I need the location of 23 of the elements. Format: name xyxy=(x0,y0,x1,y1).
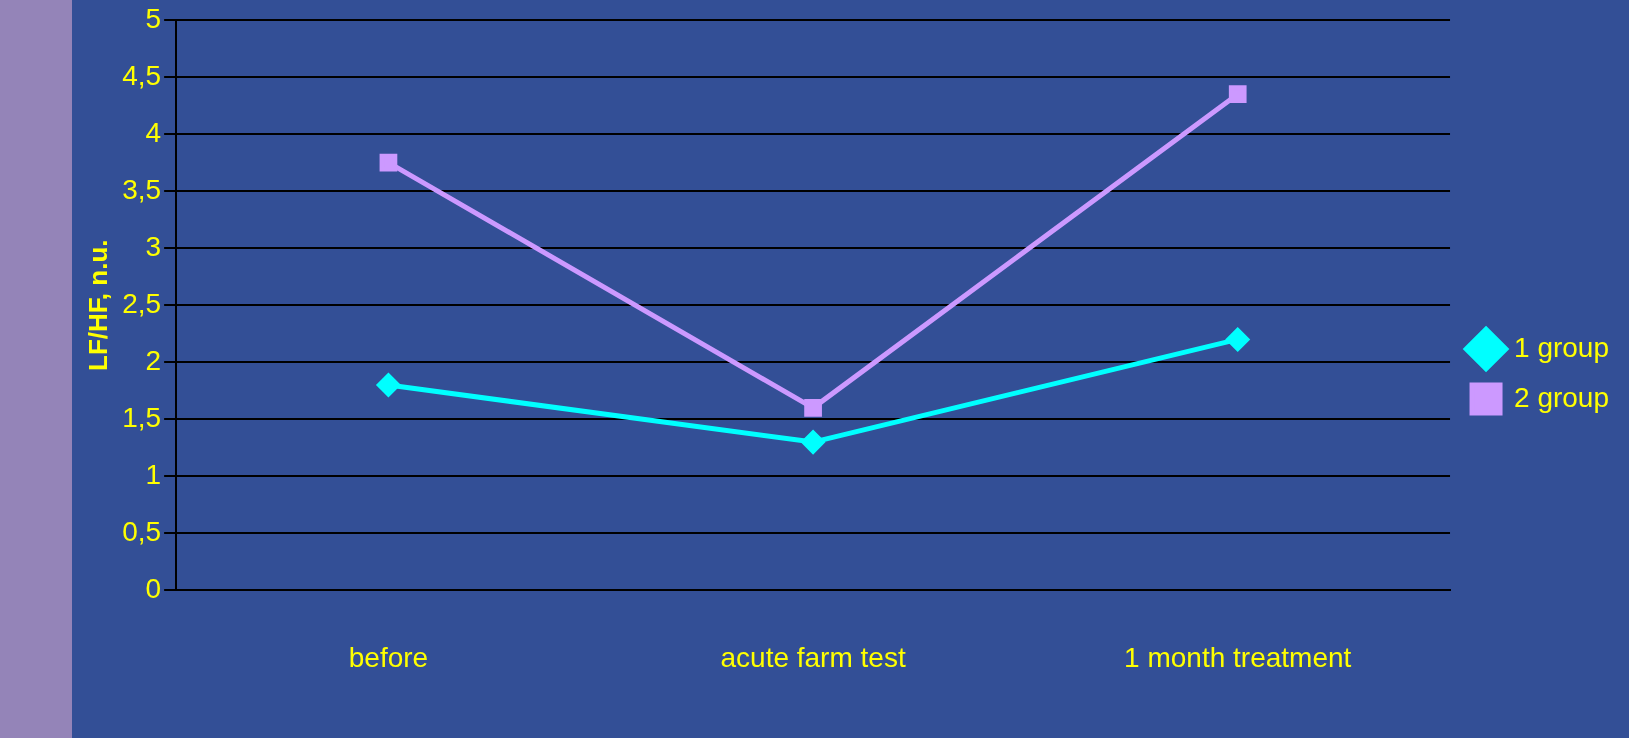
y-tick-label: 2 xyxy=(145,344,162,376)
y-tick-label: 1 xyxy=(145,459,162,491)
legend-label: 2 group xyxy=(1514,381,1609,413)
y-tick-label: 4 xyxy=(145,116,162,148)
y-tick-label: 1,5 xyxy=(122,402,162,433)
point xyxy=(1228,85,1247,104)
point xyxy=(1226,327,1250,351)
legend-label: 1 group xyxy=(1514,331,1609,363)
y-tick-label: 5 xyxy=(145,2,162,34)
y-tick-label: 0,5 xyxy=(122,516,162,548)
point xyxy=(379,153,398,172)
y-tick-label: 3 xyxy=(145,230,162,262)
y-tick-label: 2,5 xyxy=(122,287,162,319)
y-tick-label: 0 xyxy=(145,573,162,605)
point xyxy=(376,373,400,397)
y-tick-label: 4,5 xyxy=(122,59,162,91)
x-tick-label: before xyxy=(348,641,429,673)
point xyxy=(801,430,825,454)
x-tick-label: acute farm test xyxy=(720,641,906,673)
y-axis-title: LF/HF, n.u. xyxy=(82,239,113,371)
y-tick-label: 3,5 xyxy=(122,173,162,205)
point xyxy=(804,399,822,417)
x-tick-label: 1 month treatment xyxy=(1124,641,1352,673)
